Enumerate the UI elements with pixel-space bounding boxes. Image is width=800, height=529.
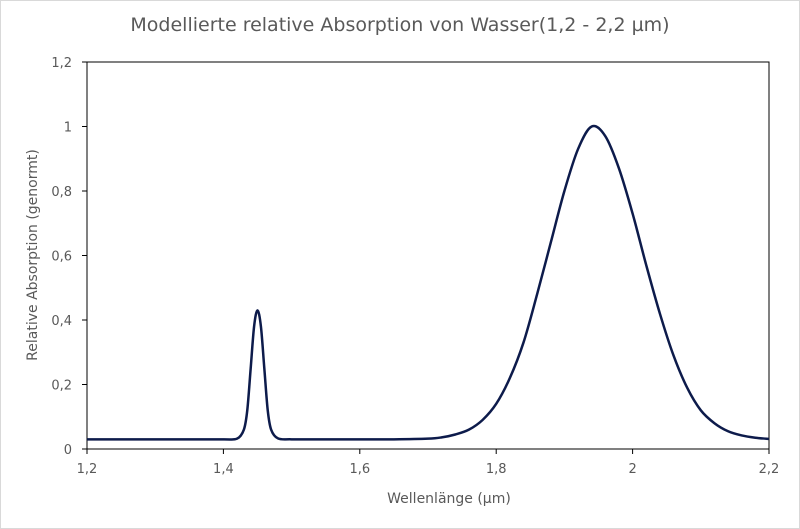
x-tick-label: 1,6 [349,462,370,477]
x-tick-label: 1,4 [213,462,234,477]
plot-area-border [86,61,770,450]
x-axis-title: Wellenlänge (µm) [387,491,511,507]
x-tick-label: 2,2 [759,462,780,477]
y-tick-label: 1 [64,121,72,136]
y-tick-label: 0,8 [51,185,72,200]
x-tick-label: 1,8 [486,462,507,477]
y-tick-label: 0,6 [51,250,72,265]
y-tick-label: 0 [64,443,72,458]
chart-axes [86,61,770,450]
x-tick-label: 1,2 [77,462,98,477]
tick-layer: 0 0,2 0,4 0,6 0,8 1 1,2 1,2 1,4 1,6 1,8 2 2,2 [51,56,779,477]
x-tick-label: 2 [628,462,636,477]
series-layer [87,124,770,441]
y-tick-label: 0,4 [51,314,72,329]
series-line [87,124,770,441]
y-tick-label: 1,2 [51,56,72,71]
chart-title: Modellierte relative Absorption von Wass… [130,14,670,36]
y-tick-label: 0,2 [51,379,72,394]
y-axis-title: Relative Absorption (genormt) [25,149,41,361]
